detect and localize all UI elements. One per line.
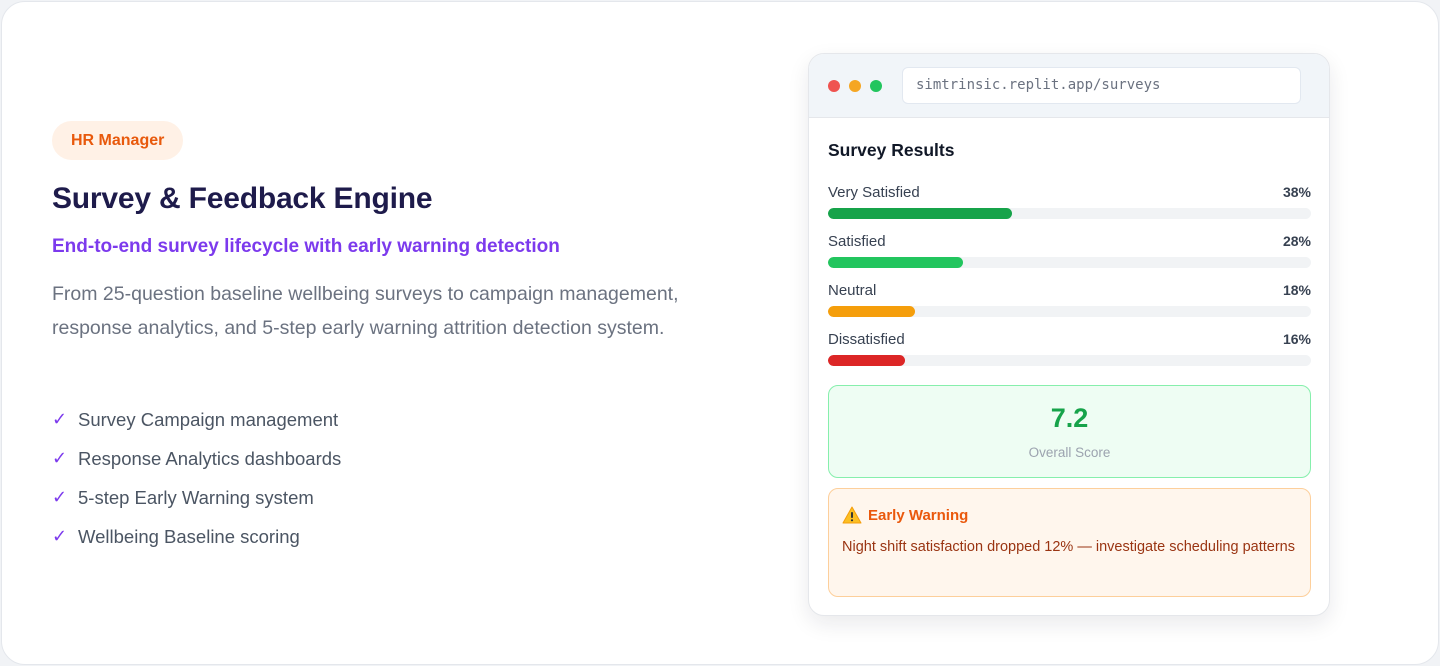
overall-score-card: 7.2 Overall Score bbox=[828, 385, 1311, 478]
progress-track bbox=[828, 208, 1311, 219]
result-percent: 28% bbox=[1282, 233, 1311, 249]
feature-label: Wellbeing Baseline scoring bbox=[78, 525, 300, 547]
progress-track bbox=[828, 355, 1311, 366]
result-percent: 38% bbox=[1282, 184, 1311, 200]
result-label: Satisfied bbox=[828, 233, 886, 250]
feature-description: From 25-question baseline wellbeing surv… bbox=[52, 283, 679, 339]
page-subtitle: End-to-end survey lifecycle with early w… bbox=[52, 236, 560, 257]
overall-score-value: 7.2 bbox=[1050, 403, 1089, 433]
checkmark-icon: ✓ bbox=[52, 409, 68, 430]
early-warning-message: Night shift satisfaction dropped 12% — i… bbox=[842, 539, 1295, 555]
progress-fill bbox=[828, 208, 1012, 219]
window-minimize-dot-icon bbox=[849, 80, 861, 92]
survey-results-title: Survey Results bbox=[828, 140, 955, 160]
overall-score-label: Overall Score bbox=[1028, 445, 1111, 460]
progress-fill bbox=[828, 257, 964, 268]
browser-window-mockup: simtrinsic.replit.app/surveys Survey Res… bbox=[808, 53, 1330, 616]
window-close-dot-icon bbox=[828, 80, 840, 92]
result-label: Neutral bbox=[828, 282, 877, 299]
warning-triangle-icon bbox=[842, 506, 862, 524]
progress-track bbox=[828, 257, 1311, 268]
result-label: Very Satisfied bbox=[828, 184, 920, 201]
early-warning-alert: Early Warning Night shift satisfaction d… bbox=[828, 488, 1311, 597]
feature-item: ✓ 5-step Early Warning system bbox=[52, 478, 341, 517]
feature-item: ✓ Response Analytics dashboards bbox=[52, 439, 341, 478]
window-maximize-dot-icon bbox=[870, 80, 882, 92]
feature-label: 5-step Early Warning system bbox=[78, 486, 314, 508]
page-title: Survey & Feedback Engine bbox=[52, 182, 433, 215]
checkmark-icon: ✓ bbox=[52, 448, 68, 469]
address-bar[interactable]: simtrinsic.replit.app/surveys bbox=[902, 67, 1301, 104]
feature-item: ✓ Survey Campaign management bbox=[52, 400, 341, 439]
result-row: Very Satisfied 38% bbox=[828, 184, 1311, 224]
role-badge: HR Manager bbox=[52, 121, 184, 160]
result-row: Dissatisfied 16% bbox=[828, 331, 1311, 371]
early-warning-header: Early Warning bbox=[842, 506, 968, 524]
progress-track bbox=[828, 306, 1311, 317]
result-label: Dissatisfied bbox=[828, 331, 905, 348]
checkmark-icon: ✓ bbox=[52, 526, 68, 547]
result-percent: 16% bbox=[1282, 331, 1311, 347]
result-percent: 18% bbox=[1282, 282, 1311, 298]
feature-list: ✓ Survey Campaign management ✓ Response … bbox=[52, 400, 341, 556]
feature-item: ✓ Wellbeing Baseline scoring bbox=[52, 517, 341, 556]
progress-fill bbox=[828, 355, 906, 366]
result-row: Neutral 18% bbox=[828, 282, 1311, 322]
progress-fill bbox=[828, 306, 915, 317]
checkmark-icon: ✓ bbox=[52, 487, 68, 508]
feature-label: Response Analytics dashboards bbox=[78, 447, 342, 469]
result-row: Satisfied 28% bbox=[828, 233, 1311, 273]
feature-label: Survey Campaign management bbox=[78, 408, 339, 430]
browser-toolbar: simtrinsic.replit.app/surveys bbox=[809, 54, 1329, 118]
early-warning-title: Early Warning bbox=[868, 506, 969, 524]
